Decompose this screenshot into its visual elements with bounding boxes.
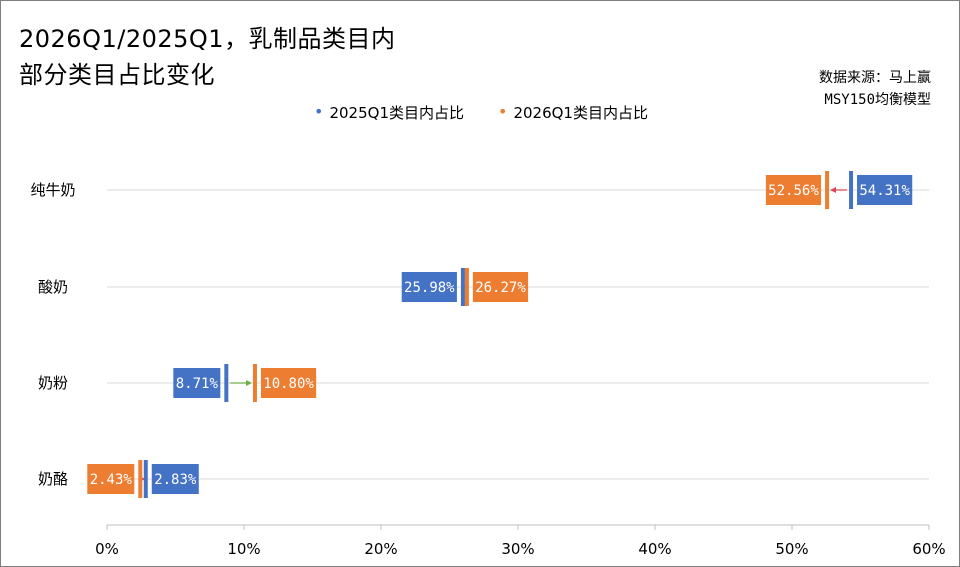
value-label-2026-3: 2.43%: [90, 472, 133, 488]
legend-label-2026: 2026Q1类目内占比: [513, 103, 648, 122]
label-box-2025-1: [401, 272, 457, 302]
x-tick-label-4: 40%: [638, 540, 671, 558]
label-box-2026-3: [87, 464, 135, 494]
legend-marker-2026: •: [498, 102, 508, 121]
data-source-note: 数据来源：马上赢 MSY150均衡模型: [819, 67, 931, 111]
category-label-0: 纯牛奶: [30, 181, 75, 199]
marker-2025-1: [460, 268, 465, 306]
legend-label-2025: 2025Q1类目内占比: [329, 103, 464, 122]
source-line-2: MSY150均衡模型: [824, 92, 931, 108]
x-tick-label-2: 20%: [364, 540, 397, 558]
category-label-3: 奶酪: [38, 470, 68, 488]
legend-item-2026: • 2026Q1类目内占比: [498, 101, 648, 123]
x-tick-label-1: 10%: [227, 540, 260, 558]
value-label-2025-3: 2.83%: [154, 472, 197, 488]
x-tick-label-3: 30%: [501, 540, 534, 558]
legend-item-2025: • 2025Q1类目内占比: [314, 101, 464, 123]
label-box-2025-3: [151, 464, 199, 494]
value-label-2026-2: 10.80%: [263, 376, 314, 392]
value-label-2025-2: 8.71%: [176, 376, 219, 392]
label-box-2025-0: [857, 175, 913, 205]
value-label-2025-0: 54.31%: [859, 183, 910, 199]
value-label-2025-1: 25.98%: [404, 280, 455, 296]
marker-2025-0: [849, 171, 854, 209]
marker-2026-1: [464, 268, 469, 306]
legend-marker-2025: •: [314, 102, 324, 121]
x-tick-label-5: 50%: [775, 540, 808, 558]
label-box-2026-0: [765, 175, 822, 205]
label-box-2025-2: [173, 368, 221, 398]
x-tick-label-0: 0%: [95, 540, 119, 558]
source-line-1: 数据来源：马上赢: [819, 70, 931, 86]
chart-title-line-2: 部分类目占比变化: [19, 61, 215, 89]
label-box-2026-1: [472, 272, 529, 302]
category-label-2: 奶粉: [38, 374, 68, 392]
marker-2026-3: [138, 460, 143, 498]
category-label-1: 酸奶: [38, 278, 68, 296]
chart-title-line-1: 2026Q1/2025Q1，乳制品类目内: [19, 25, 396, 53]
marker-2026-0: [825, 171, 830, 209]
marker-2026-2: [252, 364, 257, 402]
label-box-2026-2: [260, 368, 317, 398]
value-label-2026-1: 26.27%: [475, 280, 526, 296]
marker-2025-3: [143, 460, 148, 498]
marker-2025-2: [224, 364, 229, 402]
x-tick-label-6: 60%: [912, 540, 945, 558]
chart-title: 2026Q1/2025Q1，乳制品类目内 部分类目占比变化: [19, 21, 396, 93]
value-label-2026-0: 52.56%: [768, 183, 819, 199]
chart-legend: • 2025Q1类目内占比 • 2026Q1类目内占比: [1, 101, 959, 123]
